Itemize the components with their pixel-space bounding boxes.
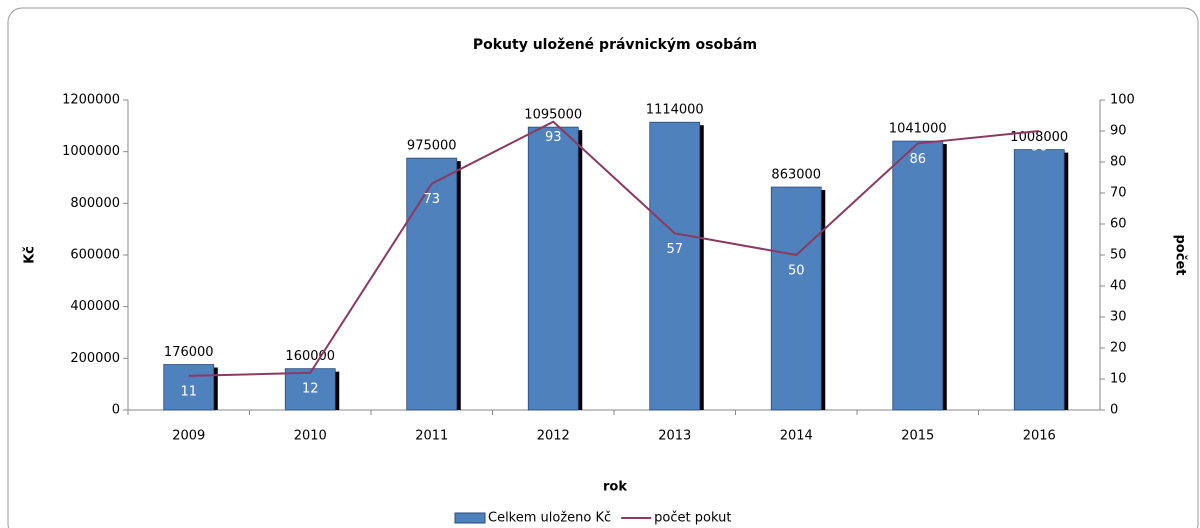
x-tick-label: 2009 [172,429,205,444]
bar [892,140,944,411]
legend-swatch [454,512,486,524]
line-label: 57 [666,242,683,257]
line-label: 50 [788,264,805,279]
chart-title: Pokuty uložené právnickým osobám [473,37,757,53]
bar-label: 176000 [164,345,214,360]
y2-axis-label: počet [1173,235,1188,276]
x-tick-label: 2016 [1023,429,1056,444]
line-label: 12 [302,381,319,396]
line-label: 11 [180,384,197,399]
bar [163,364,215,411]
y2-tick-label: 0 [1110,403,1118,418]
x-tick-label: 2011 [415,429,448,444]
x-tick-label: 2010 [294,429,327,444]
bar [770,186,822,411]
bar-label: 863000 [771,168,821,183]
y-tick-label: 600000 [70,248,120,263]
bar-label: 1114000 [646,103,704,118]
y-tick-label: 1000000 [62,144,120,159]
y2-tick-label: 100 [1110,93,1135,108]
y2-tick-label: 50 [1110,248,1127,263]
y2-tick-label: 70 [1110,186,1127,201]
bar [406,157,458,411]
y2-tick-label: 30 [1110,310,1127,325]
bar [527,126,579,411]
y-tick-label: 200000 [70,351,120,366]
line-label: 73 [423,192,440,207]
legend-label: Celkem uloženo Kč [488,511,611,526]
y2-tick-label: 40 [1110,279,1127,294]
x-tick-label: 2013 [658,429,691,444]
line-label: 93 [545,130,562,145]
bar [1013,149,1065,411]
legend-label: počet pokut [654,511,731,526]
y2-tick-label: 60 [1110,217,1127,232]
line-label: 86 [909,152,926,167]
bar-label: 975000 [407,139,457,154]
y2-tick-label: 10 [1110,372,1127,387]
bar [649,121,701,411]
y2-tick-label: 90 [1110,124,1127,139]
bar-label: 160000 [285,349,335,364]
y-tick-label: 1200000 [62,93,120,108]
y-tick-label: 800000 [70,196,120,211]
y-tick-label: 0 [112,403,120,418]
line-label: 90 [1031,140,1048,155]
x-tick-label: 2015 [901,429,934,444]
y-tick-label: 400000 [70,299,120,314]
y2-tick-label: 20 [1110,341,1127,356]
bar-label: 1008000 [1010,130,1068,145]
y-axis-label: Kč [23,246,38,264]
x-axis-label: rok [603,480,627,495]
bar-label: 1041000 [889,122,947,137]
x-tick-label: 2012 [537,429,570,444]
y2-tick-label: 80 [1110,155,1127,170]
bar-label: 1095000 [524,108,582,123]
bar [284,368,336,411]
x-tick-label: 2014 [780,429,813,444]
line [188,120,1040,377]
